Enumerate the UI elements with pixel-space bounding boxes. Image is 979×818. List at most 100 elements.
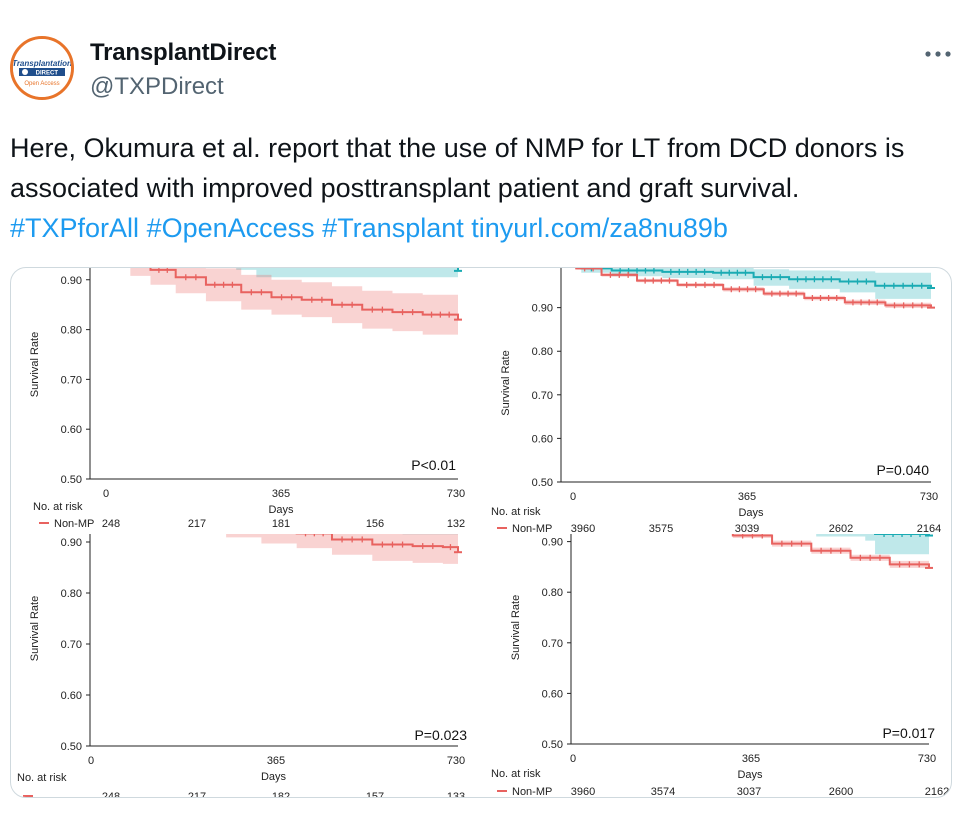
risk-count: 2162 bbox=[925, 786, 949, 797]
tweet-text: Here, Okumura et al. report that the use… bbox=[10, 128, 955, 248]
risk-count: 217 bbox=[188, 791, 206, 797]
p-value-label: P=0.017 bbox=[882, 725, 935, 741]
confidence-band bbox=[581, 268, 931, 304]
risk-count: 248 bbox=[102, 518, 120, 530]
tweet-media-image[interactable]: 0.50 0.60 0.70 0.80 0.90 Survival Rate 0 365 730… bbox=[10, 267, 952, 798]
risk-count: 157 bbox=[366, 791, 384, 797]
survival-curve-line bbox=[580, 268, 932, 288]
y-tick-label: 0.60 bbox=[532, 433, 553, 445]
survival-curve-line bbox=[731, 534, 930, 568]
x-axis-label: Days bbox=[261, 771, 287, 783]
y-tick-label: 0.50 bbox=[532, 477, 553, 489]
risk-count: 3037 bbox=[737, 786, 761, 797]
risk-count: 3039 bbox=[735, 523, 759, 535]
risk-count: 3960 bbox=[571, 523, 595, 535]
x-tick-label: 365 bbox=[738, 491, 756, 503]
risk-count: 156 bbox=[366, 518, 384, 530]
risk-count: 3574 bbox=[651, 786, 675, 797]
y-tick-label: 0.50 bbox=[542, 739, 563, 751]
account-avatar[interactable]: Transplantation DIRECT Open Access bbox=[10, 36, 74, 100]
y-tick-label: 0.90 bbox=[61, 275, 82, 287]
confidence-band bbox=[226, 534, 458, 571]
survival-curve-line bbox=[575, 268, 932, 308]
confidence-band bbox=[816, 534, 929, 557]
risk-table-title: No. at risk bbox=[491, 768, 541, 780]
y-tick-label: 0.80 bbox=[542, 587, 563, 599]
x-tick-label: 365 bbox=[267, 755, 285, 767]
hashtag-openaccess[interactable]: #OpenAccess bbox=[146, 213, 315, 243]
y-tick-label: 0.80 bbox=[532, 346, 553, 358]
y-tick-label: 0.70 bbox=[61, 374, 82, 386]
risk-count: 3960 bbox=[571, 786, 595, 797]
y-tick-label: 0.70 bbox=[542, 638, 563, 650]
x-tick-label: 0 bbox=[570, 753, 576, 765]
y-tick-label: 0.80 bbox=[61, 588, 82, 600]
survival-panel-bottom-right: 0.50 0.60 0.70 0.80 0.90 Survival Rate 0 365 730… bbox=[491, 534, 949, 797]
risk-count: 2600 bbox=[829, 786, 853, 797]
p-value-label: P=0.040 bbox=[876, 462, 929, 478]
confidence-band bbox=[236, 268, 458, 288]
p-value-label: P<0.01 bbox=[411, 457, 456, 473]
y-tick-label: 0.60 bbox=[61, 424, 82, 436]
account-handle[interactable]: @TXPDirect bbox=[90, 73, 224, 100]
more-horizontal-icon bbox=[925, 51, 951, 57]
y-tick-label: 0.90 bbox=[542, 537, 563, 549]
y-tick-label: 0.50 bbox=[61, 474, 82, 486]
survival-panel-top-right: 0.50 0.60 0.70 0.80 0.90 1.00 Survival Rate 0 36… bbox=[491, 268, 941, 535]
tweet-link[interactable]: tinyurl.com/za8nu89b bbox=[471, 213, 728, 243]
x-tick-label: 365 bbox=[742, 753, 760, 765]
risk-count: 2164 bbox=[917, 523, 941, 535]
risk-table-title: No. at risk bbox=[491, 506, 541, 518]
survival-curves-figure: 0.50 0.60 0.70 0.80 0.90 Survival Rate 0 365 730… bbox=[17, 268, 949, 797]
p-value-label: P=0.023 bbox=[414, 727, 467, 743]
survival-panel-bottom-left: 0.50 0.60 0.70 0.80 0.90 Survival Rate 0 365 730… bbox=[17, 534, 467, 797]
risk-count: 248 bbox=[102, 791, 120, 797]
survival-panel-top-left: 0.50 0.60 0.70 0.80 0.90 Survival Rate 0 365 730… bbox=[29, 268, 465, 530]
tweet-body: Here, Okumura et al. report that the use… bbox=[10, 133, 905, 203]
x-tick-label: 0 bbox=[103, 488, 109, 500]
y-axis-label: Survival Rate bbox=[29, 596, 41, 661]
y-tick-label: 0.70 bbox=[61, 639, 82, 651]
y-tick-label: 0.90 bbox=[61, 537, 82, 549]
x-tick-label: 730 bbox=[918, 753, 936, 765]
x-axis-label: Days bbox=[738, 507, 764, 519]
y-axis-label: Survival Rate bbox=[510, 595, 522, 660]
hashtag-transplant[interactable]: #Transplant bbox=[322, 213, 464, 243]
risk-row-name: Non-MP bbox=[54, 518, 94, 530]
risk-row-name: Non-MP bbox=[512, 523, 552, 535]
risk-row-name: Non-MP bbox=[512, 786, 552, 797]
survival-curve-line bbox=[295, 534, 459, 553]
y-tick-label: 0.60 bbox=[542, 688, 563, 700]
y-axis-label: Survival Rate bbox=[29, 332, 41, 397]
avatar-brand-text: Transplantation bbox=[13, 59, 71, 68]
risk-count: 132 bbox=[447, 518, 465, 530]
avatar-direct-text: DIRECT bbox=[36, 71, 59, 77]
account-name[interactable]: TransplantDirect bbox=[90, 39, 277, 66]
risk-table-title: No. at risk bbox=[17, 772, 67, 784]
x-axis-label: Days bbox=[268, 504, 294, 516]
y-tick-label: 1.00 bbox=[532, 268, 553, 271]
risk-count: 181 bbox=[272, 518, 290, 530]
risk-count: 133 bbox=[447, 791, 465, 797]
y-tick-label: 0.70 bbox=[532, 390, 553, 402]
risk-count: 3575 bbox=[649, 523, 673, 535]
x-tick-label: 365 bbox=[272, 488, 290, 500]
x-tick-label: 730 bbox=[447, 755, 465, 767]
more-options-button[interactable] bbox=[921, 44, 955, 64]
y-tick-label: 0.60 bbox=[61, 690, 82, 702]
confidence-band bbox=[130, 268, 458, 343]
risk-count: 182 bbox=[272, 791, 290, 797]
x-axis-label: Days bbox=[737, 769, 763, 781]
survival-curve-line bbox=[149, 268, 459, 320]
y-axis-label: Survival Rate bbox=[500, 350, 512, 415]
x-tick-label: 730 bbox=[920, 491, 938, 503]
risk-count: 2602 bbox=[829, 523, 853, 535]
y-tick-label: 0.80 bbox=[61, 325, 82, 337]
y-tick-label: 0.50 bbox=[61, 741, 82, 753]
risk-count: 217 bbox=[188, 518, 206, 530]
risk-table-title: No. at risk bbox=[33, 501, 83, 513]
hashtag-txpforall[interactable]: #TXPforAll bbox=[10, 213, 140, 243]
avatar-oa-text: Open Access bbox=[24, 81, 59, 87]
y-tick-label: 0.90 bbox=[532, 303, 553, 315]
x-tick-label: 0 bbox=[570, 491, 576, 503]
